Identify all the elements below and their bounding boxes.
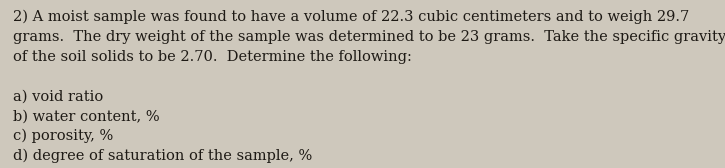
Text: grams.  The dry weight of the sample was determined to be 23 grams.  Take the sp: grams. The dry weight of the sample was … — [13, 30, 725, 44]
Text: 2) A moist sample was found to have a volume of 22.3 cubic centimeters and to we: 2) A moist sample was found to have a vo… — [13, 10, 689, 25]
Text: d) degree of saturation of the sample, %: d) degree of saturation of the sample, % — [13, 149, 312, 163]
Text: c) porosity, %: c) porosity, % — [13, 129, 113, 143]
Text: b) water content, %: b) water content, % — [13, 109, 160, 123]
Text: a) void ratio: a) void ratio — [13, 89, 103, 103]
Text: of the soil solids to be 2.70.  Determine the following:: of the soil solids to be 2.70. Determine… — [13, 50, 412, 64]
